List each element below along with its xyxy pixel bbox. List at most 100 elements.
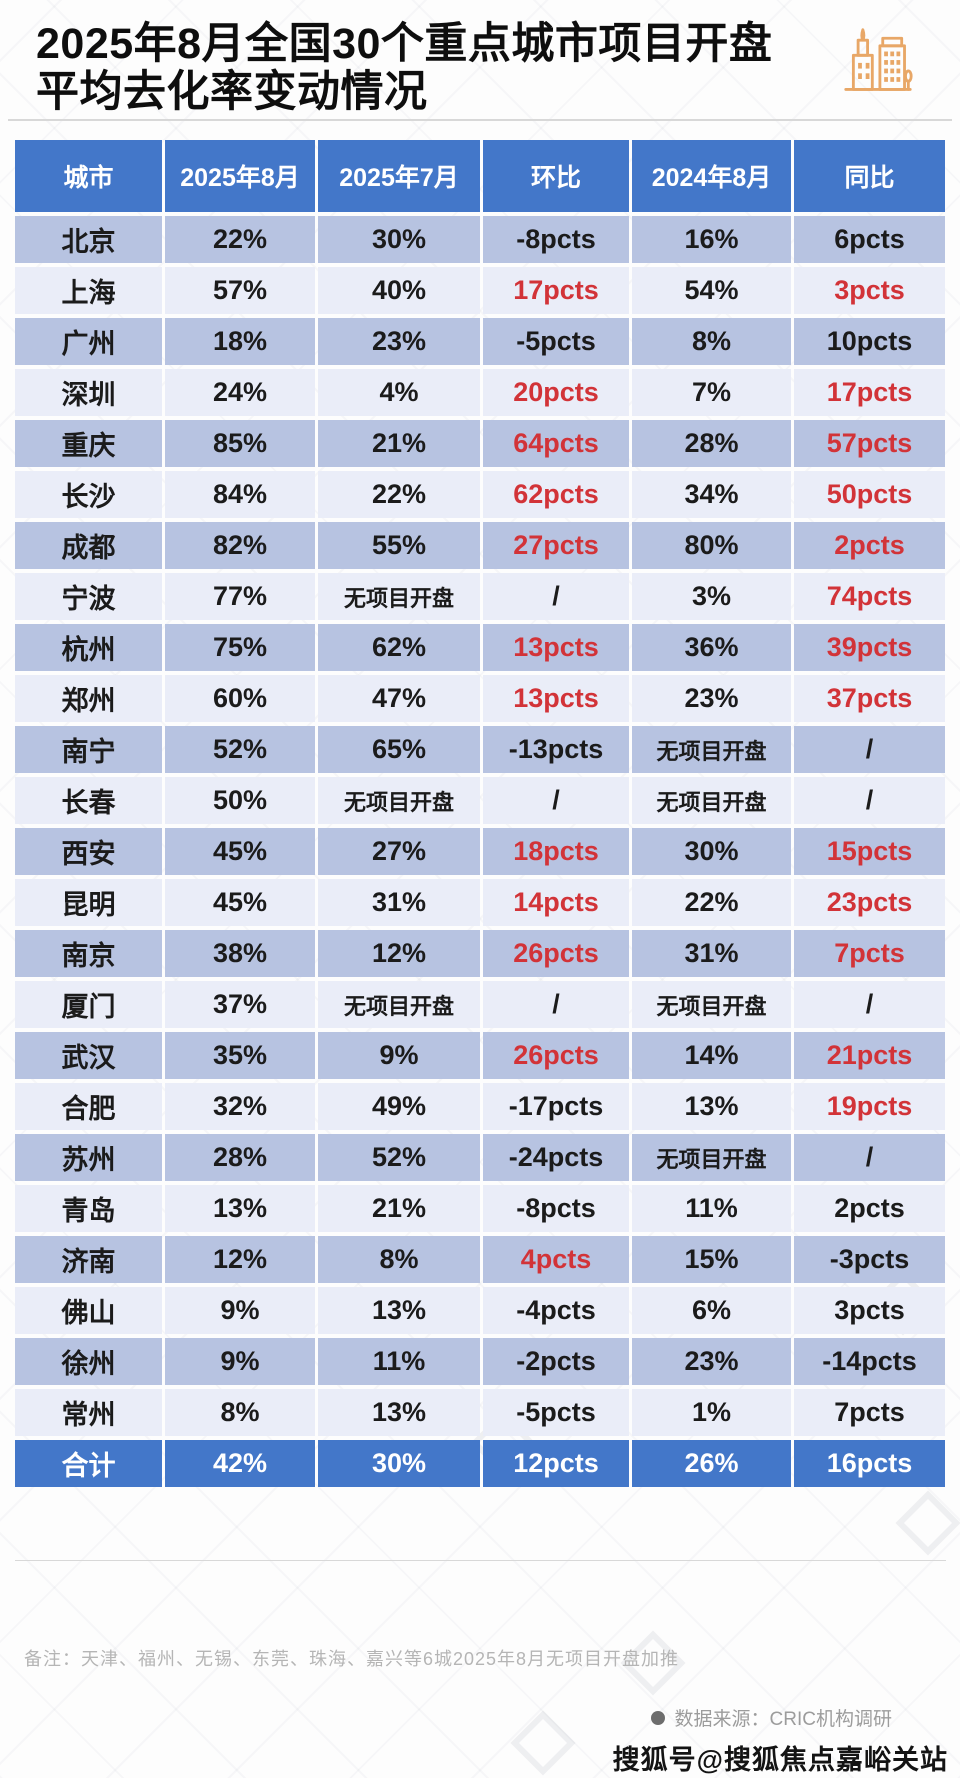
value-cell: 60% xyxy=(165,675,315,722)
value-cell: 无项目开盘 xyxy=(632,981,791,1028)
total-value-cell: 30% xyxy=(318,1440,480,1487)
data-source: 数据来源：CRIC机构调研 xyxy=(650,1704,892,1731)
value-cell: 12% xyxy=(165,1236,315,1283)
value-cell: 2pcts xyxy=(794,522,945,569)
value-cell: 18pcts xyxy=(483,828,629,875)
value-cell: 50% xyxy=(165,777,315,824)
total-value-cell: 12pcts xyxy=(483,1440,629,1487)
total-value-cell: 16pcts xyxy=(794,1440,945,1487)
value-cell: 49% xyxy=(318,1083,480,1130)
value-cell: 7pcts xyxy=(794,1389,945,1436)
value-cell: 3pcts xyxy=(794,267,945,314)
value-cell: 35% xyxy=(165,1032,315,1079)
value-cell: 21% xyxy=(318,1185,480,1232)
value-cell: 15pcts xyxy=(794,828,945,875)
value-cell: 52% xyxy=(318,1134,480,1181)
value-cell: 77% xyxy=(165,573,315,620)
value-cell: 30% xyxy=(318,216,480,263)
value-cell: / xyxy=(483,981,629,1028)
city-cell: 重庆 xyxy=(15,420,162,467)
value-cell: -8pcts xyxy=(483,1185,629,1232)
value-cell: 13% xyxy=(165,1185,315,1232)
column-header-aug2025: 2025年8月 xyxy=(165,140,315,212)
buildings-icon xyxy=(842,24,914,103)
data-source-label: 数据来源：CRIC机构调研 xyxy=(674,1709,892,1730)
column-header-aug2024: 2024年8月 xyxy=(632,140,791,212)
value-cell: 无项目开盘 xyxy=(318,777,480,824)
footnote: 备注：天津、福州、无锡、东莞、珠海、嘉兴等6城2025年8月无项目开盘加推 xyxy=(24,1649,680,1669)
value-cell: 22% xyxy=(632,879,791,926)
city-cell: 徐州 xyxy=(15,1338,162,1385)
watermark-diamond xyxy=(895,1490,960,1556)
city-cell: 南宁 xyxy=(15,726,162,773)
value-cell: 21% xyxy=(318,420,480,467)
value-cell: 39pcts xyxy=(794,624,945,671)
value-cell: 28% xyxy=(165,1134,315,1181)
value-cell: 12% xyxy=(318,930,480,977)
title-divider xyxy=(8,119,952,121)
page-title-line1: 2025年8月全国30个重点城市项目开盘 xyxy=(36,20,773,68)
value-cell: 20pcts xyxy=(483,369,629,416)
value-cell: 50pcts xyxy=(794,471,945,518)
value-cell: -14pcts xyxy=(794,1338,945,1385)
value-cell: 27% xyxy=(318,828,480,875)
value-cell: 3% xyxy=(632,573,791,620)
value-cell: 62pcts xyxy=(483,471,629,518)
page-title-line2: 平均去化率变动情况 xyxy=(36,68,428,116)
value-cell: / xyxy=(794,981,945,1028)
total-value-cell: 42% xyxy=(165,1440,315,1487)
value-cell: -4pcts xyxy=(483,1287,629,1334)
value-cell: 57pcts xyxy=(794,420,945,467)
value-cell: 24% xyxy=(165,369,315,416)
value-cell: 37pcts xyxy=(794,675,945,722)
page-title: 2025年8月全国30个重点城市项目开盘 平均去化率变动情况 xyxy=(36,20,816,116)
value-cell: 27pcts xyxy=(483,522,629,569)
value-cell: 11% xyxy=(318,1338,480,1385)
value-cell: 34% xyxy=(632,471,791,518)
value-cell: -5pcts xyxy=(483,1389,629,1436)
value-cell: 23% xyxy=(632,1338,791,1385)
value-cell: 22% xyxy=(318,471,480,518)
bullet-icon xyxy=(650,1710,665,1725)
value-cell: 9% xyxy=(318,1032,480,1079)
value-cell: 47% xyxy=(318,675,480,722)
value-cell: 28% xyxy=(632,420,791,467)
value-cell: 75% xyxy=(165,624,315,671)
value-cell: 9% xyxy=(165,1338,315,1385)
value-cell: 8% xyxy=(318,1236,480,1283)
city-cell: 宁波 xyxy=(15,573,162,620)
deals-table: 城市 2025年8月 2025年7月 环比 2024年8月 同比 北京 22% 30… xyxy=(15,140,945,1487)
column-header-city: 城市 xyxy=(15,140,162,212)
value-cell: 14pcts xyxy=(483,879,629,926)
value-cell: 16% xyxy=(632,216,791,263)
value-cell: 30% xyxy=(632,828,791,875)
value-cell: 17pcts xyxy=(794,369,945,416)
city-cell: 昆明 xyxy=(15,879,162,926)
value-cell: / xyxy=(794,726,945,773)
value-cell: -3pcts xyxy=(794,1236,945,1283)
city-cell: 佛山 xyxy=(15,1287,162,1334)
value-cell: 18% xyxy=(165,318,315,365)
value-cell: 21pcts xyxy=(794,1032,945,1079)
value-cell: -13pcts xyxy=(483,726,629,773)
value-cell: 80% xyxy=(632,522,791,569)
value-cell: 85% xyxy=(165,420,315,467)
value-cell: 57% xyxy=(165,267,315,314)
value-cell: 8% xyxy=(165,1389,315,1436)
city-cell: 郑州 xyxy=(15,675,162,722)
value-cell: 64pcts xyxy=(483,420,629,467)
value-cell: 82% xyxy=(165,522,315,569)
footer-divider xyxy=(15,1560,946,1561)
city-cell: 西安 xyxy=(15,828,162,875)
watermark-diamond xyxy=(510,1710,576,1776)
city-cell: 杭州 xyxy=(15,624,162,671)
value-cell: 26pcts xyxy=(483,930,629,977)
value-cell: / xyxy=(483,777,629,824)
value-cell: 38% xyxy=(165,930,315,977)
total-city-cell: 合计 xyxy=(15,1440,162,1487)
city-cell: 北京 xyxy=(15,216,162,263)
column-header-yoy: 同比 xyxy=(794,140,945,212)
value-cell: 13% xyxy=(632,1083,791,1130)
value-cell: 32% xyxy=(165,1083,315,1130)
